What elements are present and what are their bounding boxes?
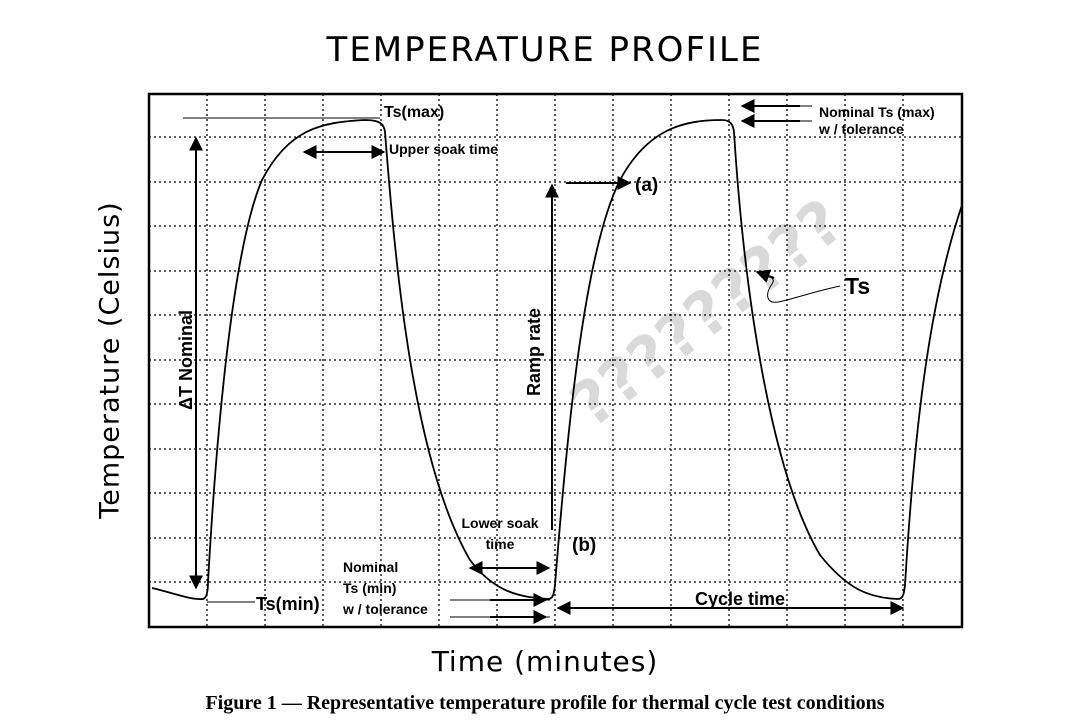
point-b-label: (b): [572, 535, 596, 556]
lower-soak-time-label-line2: time: [486, 536, 515, 552]
watermark-text: ?????????: [557, 185, 857, 442]
cycle-time-label: Cycle time: [695, 589, 785, 609]
ts-min-label: Ts(min): [256, 594, 320, 614]
grid-lines: [149, 94, 962, 627]
plot-frame: [147, 92, 964, 629]
x-axis-label: Time (minutes): [431, 645, 659, 678]
lower-soak-time-label-line1: Lower soak: [461, 515, 538, 531]
ts-max-label: Ts(max): [384, 104, 444, 121]
nominal-ts-max-label-line2: w / tolerance: [818, 121, 904, 137]
figure-title: TEMPERATURE PROFILE: [326, 30, 764, 70]
nominal-ts-min-label-line1: Nominal: [343, 559, 398, 575]
ts-label: Ts: [845, 273, 870, 299]
ramp-rate-label: Ramp rate: [524, 308, 544, 396]
nominal-ts-min-label-line3: w / tolerance: [342, 601, 428, 617]
ts-arrow: [755, 269, 775, 283]
temperature-curve: [151, 119, 963, 600]
figure-caption: Figure 1 — Representative temperature pr…: [205, 692, 885, 714]
nominal-ts-max-label-line1: Nominal Ts (max): [819, 104, 935, 120]
upper-soak-time-label: Upper soak time: [389, 141, 498, 157]
delta-t-nominal-label: ΔT Nominal: [176, 310, 196, 410]
nominal-ts-min-label-line2: Ts (min): [343, 580, 396, 596]
point-a-label: (a): [635, 175, 658, 196]
